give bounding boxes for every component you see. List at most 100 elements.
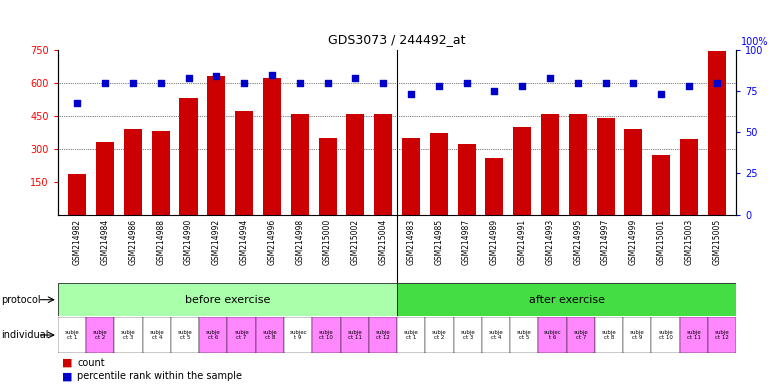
Bar <box>397 283 736 316</box>
Bar <box>541 114 559 215</box>
Text: GSM215005: GSM215005 <box>712 219 722 265</box>
Bar <box>623 317 651 353</box>
Bar <box>318 138 337 215</box>
Bar <box>346 114 365 215</box>
Text: subje
ct 4: subje ct 4 <box>150 330 164 340</box>
Bar <box>312 317 341 353</box>
Bar <box>369 317 397 353</box>
Text: GSM214992: GSM214992 <box>212 219 221 265</box>
Text: GSM214997: GSM214997 <box>601 219 610 265</box>
Point <box>349 75 362 81</box>
Point <box>294 80 306 86</box>
Text: subje
ct 4: subje ct 4 <box>489 330 503 340</box>
Text: subje
ct 9: subje ct 9 <box>630 330 645 340</box>
Bar <box>235 111 253 215</box>
Text: subjec
t 9: subjec t 9 <box>289 330 307 340</box>
Text: GSM214988: GSM214988 <box>157 219 165 265</box>
Bar <box>256 317 284 353</box>
Text: subje
ct 7: subje ct 7 <box>234 330 249 340</box>
Point <box>516 83 528 89</box>
Bar <box>207 76 225 215</box>
Text: GSM214989: GSM214989 <box>490 219 499 265</box>
Bar <box>651 317 680 353</box>
Text: before exercise: before exercise <box>185 295 270 305</box>
Bar <box>513 127 531 215</box>
Point <box>183 75 195 81</box>
Text: subjec
t 6: subjec t 6 <box>544 330 561 340</box>
Text: subje
ct 6: subje ct 6 <box>206 330 221 340</box>
Text: GDS3073 / 244492_at: GDS3073 / 244492_at <box>328 33 466 46</box>
Point <box>71 99 83 106</box>
Bar <box>680 317 708 353</box>
Bar <box>58 283 397 316</box>
Text: GSM214990: GSM214990 <box>184 219 193 265</box>
Bar <box>538 317 567 353</box>
Bar <box>486 157 503 215</box>
Point <box>544 75 556 81</box>
Bar <box>680 139 698 215</box>
Point <box>99 80 111 86</box>
Bar <box>597 118 614 215</box>
Bar <box>171 317 199 353</box>
Bar <box>227 317 256 353</box>
Text: GSM215004: GSM215004 <box>379 219 388 265</box>
Text: GSM214982: GSM214982 <box>72 219 82 265</box>
Text: subje
ct 1: subje ct 1 <box>65 330 79 340</box>
Text: GSM215002: GSM215002 <box>351 219 360 265</box>
Bar <box>569 114 587 215</box>
Point <box>377 80 389 86</box>
Bar <box>625 129 642 215</box>
Bar <box>341 317 369 353</box>
Point <box>266 71 278 78</box>
Text: GSM215001: GSM215001 <box>657 219 665 265</box>
Text: subje
ct 11: subje ct 11 <box>686 330 702 340</box>
Bar <box>374 114 392 215</box>
Text: 100%: 100% <box>740 37 768 47</box>
Text: subje
ct 10: subje ct 10 <box>319 330 334 340</box>
Bar <box>429 133 448 215</box>
Text: subje
ct 5: subje ct 5 <box>177 330 193 340</box>
Text: after exercise: after exercise <box>529 295 604 305</box>
Point <box>126 80 139 86</box>
Text: subje
ct 8: subje ct 8 <box>601 330 617 340</box>
Point <box>433 83 445 89</box>
Text: GSM214998: GSM214998 <box>295 219 305 265</box>
Point <box>599 80 611 86</box>
Text: subje
ct 7: subje ct 7 <box>574 330 588 340</box>
Point <box>322 80 334 86</box>
Bar <box>143 317 171 353</box>
Point <box>571 80 584 86</box>
Bar <box>199 317 227 353</box>
Text: subje
ct 3: subje ct 3 <box>121 330 136 340</box>
Text: GSM214991: GSM214991 <box>517 219 527 265</box>
Text: subje
ct 1: subje ct 1 <box>404 330 419 340</box>
Text: GSM214995: GSM214995 <box>574 219 582 265</box>
Bar <box>263 78 281 215</box>
Bar <box>595 317 623 353</box>
Text: GSM214983: GSM214983 <box>406 219 416 265</box>
Text: individual: individual <box>2 330 49 340</box>
Bar <box>708 317 736 353</box>
Text: subje
ct 10: subje ct 10 <box>658 330 673 340</box>
Text: ■: ■ <box>62 371 72 381</box>
Text: GSM214986: GSM214986 <box>129 219 137 265</box>
Text: GSM215000: GSM215000 <box>323 219 332 265</box>
Text: GSM214984: GSM214984 <box>100 219 109 265</box>
Point <box>683 83 695 89</box>
Bar <box>708 51 726 215</box>
Bar <box>124 129 142 215</box>
Text: GSM214996: GSM214996 <box>268 219 277 265</box>
Bar <box>284 317 312 353</box>
Text: subje
ct 2: subje ct 2 <box>93 330 108 340</box>
Bar <box>567 317 595 353</box>
Bar <box>453 317 482 353</box>
Text: GSM215003: GSM215003 <box>685 219 694 265</box>
Point <box>238 80 251 86</box>
Bar <box>402 138 420 215</box>
Bar <box>426 317 453 353</box>
Text: protocol: protocol <box>2 295 41 305</box>
Text: ■: ■ <box>62 358 72 368</box>
Bar <box>291 114 308 215</box>
Text: GSM214999: GSM214999 <box>629 219 638 265</box>
Bar <box>58 317 86 353</box>
